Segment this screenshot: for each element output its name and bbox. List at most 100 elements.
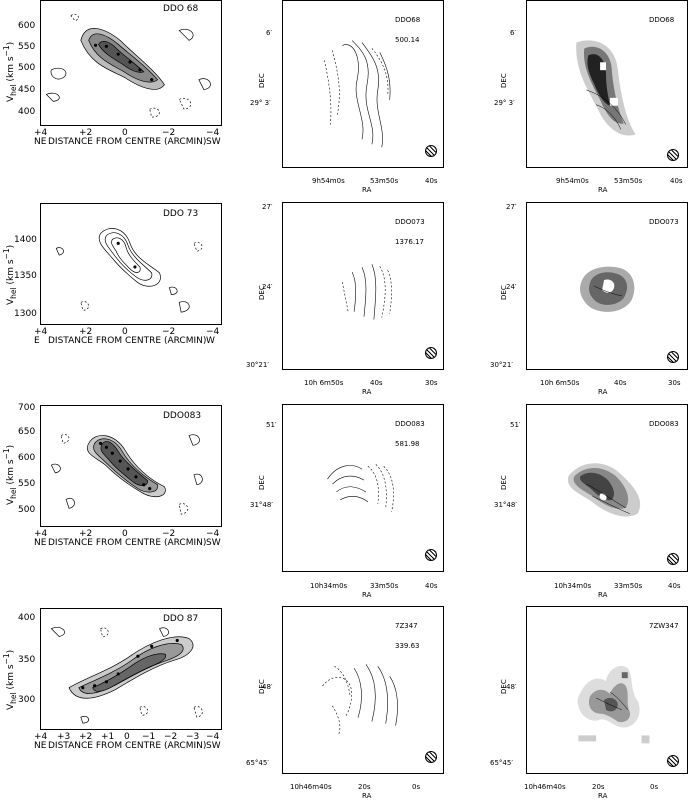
pv-ylabel: Vhel (km s−1) <box>2 444 18 505</box>
beam-icon <box>425 347 437 359</box>
ra-tick: 10h34m0s <box>554 582 592 590</box>
xtick: +4 <box>34 128 48 138</box>
ra-tick: 53m50s <box>614 177 643 185</box>
beam-icon <box>425 549 437 561</box>
pv-ylabel: Vhel (km s−1) <box>2 244 18 305</box>
pv-left-dir: E <box>34 336 40 346</box>
gray-frame: 7ZW347 <box>526 606 688 774</box>
xtick: −2 <box>164 732 178 742</box>
pv-frame: DDO 68 <box>40 0 222 126</box>
dec-tick: 24′ <box>506 283 517 291</box>
pv-xlabel: DISTANCE FROM CENTRE (ARCMIN) <box>48 538 207 548</box>
pv-label: DDO083 <box>163 411 202 421</box>
dec-tick: 30°21′ <box>490 361 513 369</box>
pv-frame: DDO 73 <box>40 203 222 325</box>
xtick: +2 <box>79 732 93 742</box>
pv-ylabel: Vhel (km s−1) <box>2 649 18 710</box>
pv-right-dir: SW <box>206 538 221 548</box>
pv-contours <box>55 228 203 313</box>
beam-icon <box>667 755 679 767</box>
vel-value: 339.63 <box>395 642 420 650</box>
xtick: +1 <box>101 732 115 742</box>
ra-tick: 30s <box>425 379 438 387</box>
xtick: −2 <box>162 327 176 337</box>
ra-tick: 10h46m40s <box>290 783 332 791</box>
gray-label: DDO68 <box>649 16 675 24</box>
xtick: −2 <box>162 128 176 138</box>
pv-left-dir: NE <box>34 538 47 548</box>
ytick: 650 <box>18 427 36 437</box>
ra-tick: 40s <box>425 177 438 185</box>
ra-label: RA <box>598 591 608 599</box>
ytick: 600 <box>18 453 36 463</box>
xtick: +2 <box>79 128 93 138</box>
ra-tick: 0s <box>650 783 659 791</box>
gray-label: DDO073 <box>649 218 679 226</box>
xtick: +2 <box>79 529 93 539</box>
xtick: +4 <box>34 529 48 539</box>
xtick: +3 <box>57 732 71 742</box>
ra-tick: 33m50s <box>614 582 643 590</box>
ra-tick: 30s <box>668 379 681 387</box>
ra-tick: 40s <box>370 379 383 387</box>
gray-frame: DDO073 <box>526 202 688 370</box>
ra-tick: 10h34m0s <box>310 582 348 590</box>
pv-contours <box>45 13 211 118</box>
xtick: +4 <box>34 327 48 337</box>
xtick: 0 <box>122 327 128 337</box>
vel-frame: DDO68 500.14 <box>282 0 444 168</box>
ytick: 350 <box>18 655 36 665</box>
ra-label: RA <box>598 186 608 194</box>
dec-label: DEC <box>258 679 266 694</box>
ytick: 700 <box>18 403 36 413</box>
vel-frame: 7Z347 339.63 <box>282 606 444 774</box>
xtick: −2 <box>162 529 176 539</box>
dec-tick: 31°48′ <box>250 501 273 509</box>
vel-contours <box>327 464 394 512</box>
dec-tick: 29° 3′ <box>494 99 515 107</box>
ytick: 400 <box>18 107 36 117</box>
ra-tick: 40s <box>670 177 683 185</box>
xtick: +2 <box>79 327 93 337</box>
ytick: 450 <box>18 85 36 95</box>
dec-tick: 51′ <box>266 421 277 429</box>
ra-label: RA <box>362 591 372 599</box>
ra-tick: 33m50s <box>370 582 399 590</box>
ra-tick: 0s <box>412 783 421 791</box>
pv-label: DDO 68 <box>163 4 199 14</box>
xtick: 0 <box>122 529 128 539</box>
pv-right-dir: SW <box>206 137 221 147</box>
ytick: 550 <box>18 42 36 52</box>
dec-tick: 65°45′ <box>246 759 269 767</box>
vel-value: 500.14 <box>395 36 420 44</box>
ra-tick: 20s <box>592 783 605 791</box>
pv-frame: DDO083 <box>40 405 222 527</box>
ytick: 1300 <box>14 309 37 319</box>
gray-map <box>576 40 636 136</box>
dec-label: DEC <box>500 475 508 490</box>
dec-label: DEC <box>258 475 266 490</box>
dec-tick: 29° 3′ <box>250 99 271 107</box>
dec-label: DEC <box>258 285 266 300</box>
vel-value: 1376.17 <box>395 238 424 246</box>
vel-label: DDO083 <box>395 420 425 428</box>
dec-label: DEC <box>500 285 508 300</box>
ra-label: RA <box>598 792 608 800</box>
xtick: +4 <box>34 732 48 742</box>
ra-label: RA <box>362 186 372 194</box>
dec-tick: 27′ <box>262 203 273 211</box>
pv-ylabel: Vhel (km s−1) <box>2 41 18 102</box>
vel-contours <box>341 264 392 320</box>
pv-label: DDO 87 <box>163 614 199 624</box>
dec-tick: 48′ <box>262 683 273 691</box>
dec-label: DEC <box>500 73 508 88</box>
xtick: −1 <box>142 732 156 742</box>
xtick: −4 <box>206 529 220 539</box>
ra-tick: 9h54m0s <box>556 177 589 185</box>
gray-map <box>580 266 635 312</box>
gray-label: 7ZW347 <box>649 622 679 630</box>
gray-map <box>577 665 650 744</box>
xtick: 0 <box>122 128 128 138</box>
vel-frame: DDO073 1376.17 <box>282 202 444 370</box>
pv-xlabel: DISTANCE FROM CENTRE (ARCMIN) <box>48 137 207 147</box>
